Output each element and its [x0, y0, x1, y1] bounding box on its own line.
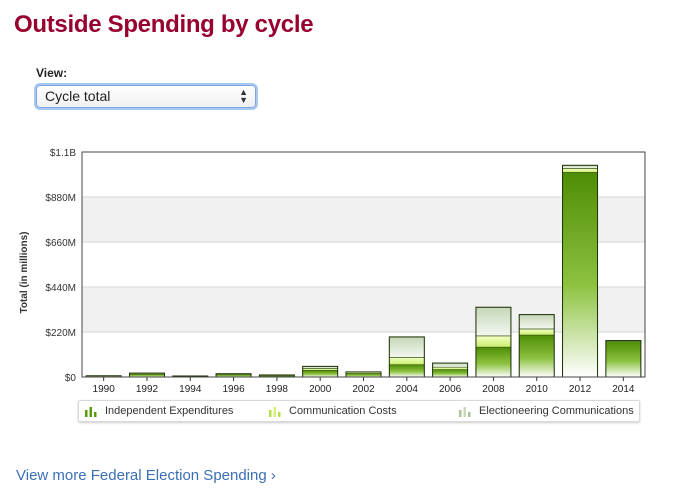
- x-tick-label: 1998: [266, 384, 289, 395]
- x-tick-label: 1996: [222, 384, 245, 395]
- grid-band: [82, 152, 645, 197]
- grid-band: [82, 197, 645, 242]
- bar-communication-costs: [302, 368, 338, 371]
- view-select[interactable]: Cycle total ▲ ▼: [36, 85, 256, 108]
- bar-electioneering-communications: [518, 314, 555, 330]
- bar-communication-costs: [518, 328, 555, 336]
- legend-label-electioneering: Electioneering Communications: [479, 405, 634, 417]
- bar-independent-expenditures: [475, 346, 512, 378]
- y-tick-label: $220M: [45, 328, 76, 339]
- bar-independent-expenditures: [518, 334, 555, 378]
- bar-electioneering-communications: [475, 306, 512, 337]
- x-tick-label: 2008: [482, 384, 505, 395]
- x-tick-label: 1994: [179, 384, 202, 395]
- bar-communication-costs: [389, 357, 425, 366]
- x-tick-label: 2012: [569, 384, 592, 395]
- grid-band: [82, 287, 645, 332]
- legend-item-independent[interactable]: Independent Expenditures: [85, 405, 233, 417]
- bar-independent-expenditures: [345, 373, 382, 378]
- x-tick-label: 2004: [396, 384, 419, 395]
- legend-label-communication: Communication Costs: [289, 405, 397, 417]
- grid-band: [82, 242, 645, 287]
- x-tick-label: 2000: [309, 384, 332, 395]
- bar-chart: $0 $220M $440M $660M $880M $1.1B Total (in mil…: [19, 148, 646, 395]
- bar-independent-expenditures: [389, 364, 425, 378]
- x-tick-label: 2014: [612, 384, 635, 395]
- bar-independent-expenditures: [432, 369, 468, 378]
- select-arrows-icon: ▲ ▼: [239, 87, 248, 105]
- chart-legend: Independent Expenditures Communication C…: [78, 400, 640, 422]
- bar-communication-costs: [432, 366, 468, 370]
- legend-item-electioneering[interactable]: Electioneering Communications: [459, 405, 634, 417]
- y-tick-label: $440M: [45, 283, 76, 294]
- bar-independent-expenditures: [302, 370, 338, 378]
- bar-electioneering-communications: [432, 362, 468, 368]
- bar-electioneering-communications: [389, 336, 425, 358]
- electioneering-communications-icon: [459, 406, 471, 417]
- x-tick-label: 2006: [439, 384, 462, 395]
- x-tick-label: 1990: [93, 384, 116, 395]
- communication-costs-icon: [269, 406, 281, 417]
- grid-band: [82, 332, 645, 377]
- bar-communication-costs: [562, 168, 598, 173]
- x-tick-label: 1992: [136, 384, 159, 395]
- y-tick-label: $1.1B: [50, 148, 76, 159]
- independent-expenditures-icon: [85, 406, 97, 417]
- y-tick-label: $0: [65, 373, 77, 384]
- x-tick-label: 2002: [352, 384, 375, 395]
- x-tick-label: 2010: [526, 384, 549, 395]
- y-tick-label: $880M: [45, 193, 76, 204]
- bar-independent-expenditures: [605, 340, 642, 378]
- view-label: View:: [36, 66, 68, 80]
- view-more-link[interactable]: View more Federal Election Spending ›: [16, 467, 276, 484]
- page-title: Outside Spending by cycle: [14, 11, 314, 38]
- legend-label-independent: Independent Expenditures: [105, 405, 234, 417]
- legend-item-communication[interactable]: Communication Costs: [269, 405, 397, 417]
- y-tick-label: $660M: [45, 238, 76, 249]
- bar-communication-costs: [475, 335, 512, 348]
- plot-frame: [81, 151, 646, 378]
- bar-independent-expenditures: [562, 172, 598, 378]
- y-axis-label: Total (in millions): [19, 231, 30, 313]
- view-select-value: Cycle total: [45, 88, 111, 104]
